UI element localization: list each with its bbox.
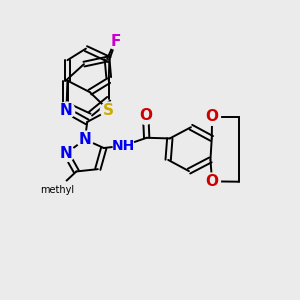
Circle shape — [137, 108, 154, 124]
Text: N: N — [60, 146, 73, 161]
Circle shape — [46, 178, 68, 201]
Circle shape — [204, 109, 220, 125]
Text: methyl: methyl — [40, 184, 74, 195]
Text: S: S — [103, 103, 114, 118]
Circle shape — [113, 135, 134, 156]
Text: F: F — [111, 34, 121, 49]
Text: NH: NH — [112, 139, 135, 153]
Text: O: O — [139, 109, 152, 124]
Text: N: N — [79, 132, 91, 147]
Circle shape — [45, 178, 69, 202]
Circle shape — [100, 102, 117, 119]
Circle shape — [76, 131, 93, 148]
Text: O: O — [206, 174, 219, 189]
Circle shape — [204, 173, 220, 190]
Circle shape — [108, 33, 124, 49]
Circle shape — [58, 102, 75, 119]
Text: O: O — [206, 110, 219, 124]
Circle shape — [58, 145, 74, 162]
Text: N: N — [60, 103, 73, 118]
